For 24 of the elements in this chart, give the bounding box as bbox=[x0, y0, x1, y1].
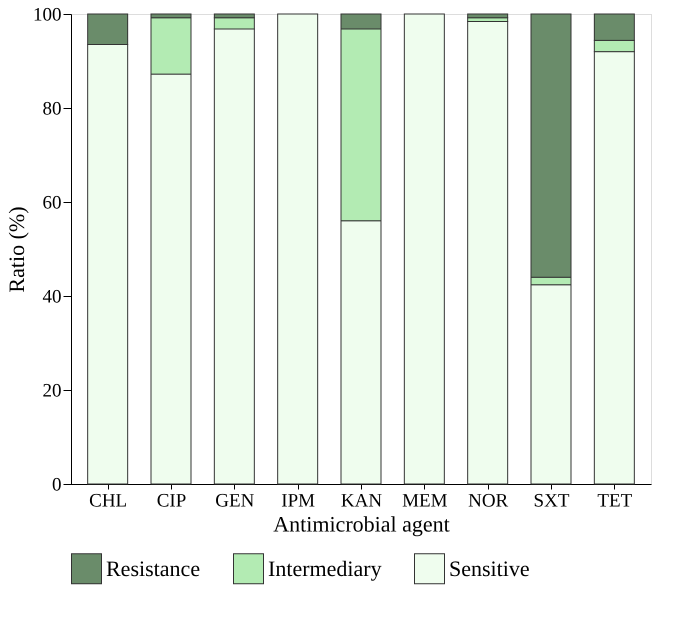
y-tick-label: 80 bbox=[42, 98, 62, 120]
y-tick-label: 0 bbox=[52, 474, 62, 496]
legend-label: Intermediary bbox=[268, 556, 382, 581]
x-axis-title: Antimicrobial agent bbox=[273, 512, 450, 536]
x-tick-label: CHL bbox=[89, 490, 128, 512]
x-tick-label: GEN bbox=[215, 490, 255, 512]
bar bbox=[467, 21, 508, 484]
bar bbox=[277, 14, 318, 484]
x-tick-label: CIP bbox=[156, 490, 186, 512]
x-tick-label: IPM bbox=[281, 490, 316, 512]
x-tick-label: NOR bbox=[468, 490, 509, 512]
y-tick-label: 100 bbox=[33, 4, 62, 26]
x-tick-label: SXT bbox=[534, 490, 570, 512]
x-tick-label: TET bbox=[597, 490, 633, 512]
x-tick-label: MEM bbox=[402, 490, 448, 512]
legend-label: Sensitive bbox=[449, 556, 530, 581]
legend-label: Resistance bbox=[106, 556, 200, 581]
bar bbox=[404, 14, 445, 484]
y-tick-label: 20 bbox=[42, 380, 62, 402]
x-tick-label: KAN bbox=[340, 490, 382, 512]
bar bbox=[467, 14, 508, 18]
y-tick-label: 40 bbox=[42, 286, 62, 308]
y-axis-title: Ratio (%) bbox=[4, 206, 29, 293]
y-tick-label: 60 bbox=[42, 192, 62, 214]
